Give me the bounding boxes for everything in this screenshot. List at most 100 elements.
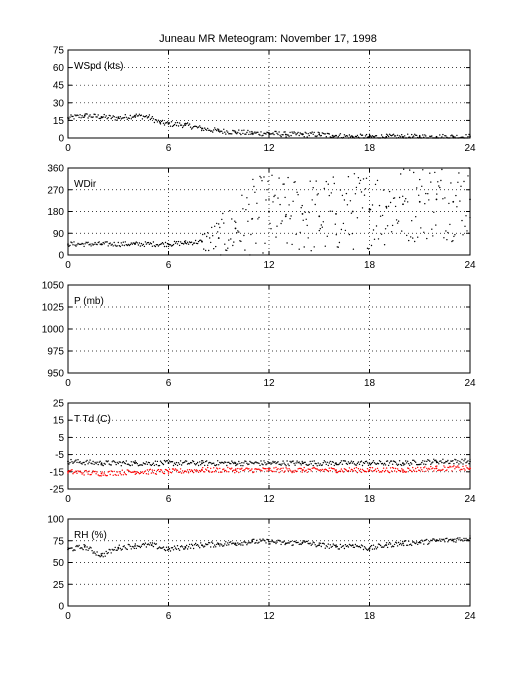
data-dot [353,173,356,175]
data-point [435,135,438,138]
data-dot [322,462,324,464]
data-dot [389,543,392,545]
data-dot [177,548,180,550]
data-dot [386,134,389,136]
data-dot [219,226,221,229]
data-dot [332,176,334,178]
data-dot [391,134,394,136]
data-dot [271,133,273,135]
x-tick-label: 6 [166,378,172,389]
data-dot [355,135,358,138]
data-dot [340,460,343,462]
data-dot [149,542,152,544]
data-dot [72,550,74,552]
data-dot [337,463,339,466]
data-dot [306,471,308,473]
data-dot [96,243,98,246]
data-dot [435,459,437,461]
data-dot [320,134,322,137]
panel-label: WDir [74,179,97,190]
data-dot [393,470,396,472]
data-dot [283,471,285,473]
data-dot [383,462,386,465]
data-dot [403,544,405,547]
data-dot [132,546,134,548]
data-dot [305,469,307,471]
data-dot [253,538,255,540]
data-dot [258,462,260,465]
data-dot [176,545,179,547]
data-dot [396,222,399,224]
data-dot [323,543,325,545]
data-dot [416,134,418,137]
data-dot [385,133,388,135]
data-dot [454,538,456,540]
data-dot [461,458,463,461]
data-dot [171,547,174,549]
data-dot [335,463,337,466]
data-dot [407,201,409,203]
data-dot [465,462,467,464]
data-dot [264,462,266,464]
data-dot [223,222,225,224]
data-dot [244,541,246,543]
data-dot [371,467,374,469]
data-dot [227,247,229,249]
data-dot [123,244,126,247]
data-dot [290,134,292,137]
data-dot [70,114,72,116]
data-dot [248,468,250,470]
data-dot [345,192,348,195]
data-dot [299,132,301,134]
data-dot [122,474,125,476]
x-tick-label: 12 [263,494,275,505]
data-dot [162,243,165,245]
data-dot [237,463,239,465]
data-dot [359,461,362,463]
data-dot [324,245,326,247]
data-dot [459,469,461,471]
data-dot [381,462,384,465]
data-dot [179,468,182,470]
data-point [452,135,455,138]
data-dot [83,461,85,464]
data-dot [265,133,267,135]
data-dot [81,547,83,549]
data-dot [144,542,147,544]
data-dot [123,116,126,119]
data-dot [350,212,353,214]
data-dot [157,547,160,549]
data-dot [443,538,445,540]
data-point [368,462,371,465]
data-dot [287,176,289,179]
data-dot [376,467,379,470]
data-dot [92,116,94,118]
data-dot [370,462,373,465]
data-dot [433,137,435,139]
data-dot [436,465,438,467]
data-dot [427,543,429,545]
data-dot [340,228,343,231]
data-dot [363,137,366,139]
data-dot [444,541,446,543]
data-dot [100,475,102,477]
data-dot [255,542,257,544]
data-dot [160,461,163,464]
data-dot [253,471,255,473]
data-dot [77,242,79,245]
data-dot [115,463,117,466]
data-dot [157,465,160,467]
data-dot [338,548,341,550]
data-dot [175,461,178,464]
data-dot [118,471,121,473]
data-dot [272,132,274,134]
data-dot [356,217,359,219]
data-dot [303,136,305,138]
data-point [351,210,354,213]
data-dot [76,244,78,246]
data-dot [150,464,153,467]
data-point [201,469,203,471]
data-dot [300,543,302,546]
data-dot [181,126,184,129]
